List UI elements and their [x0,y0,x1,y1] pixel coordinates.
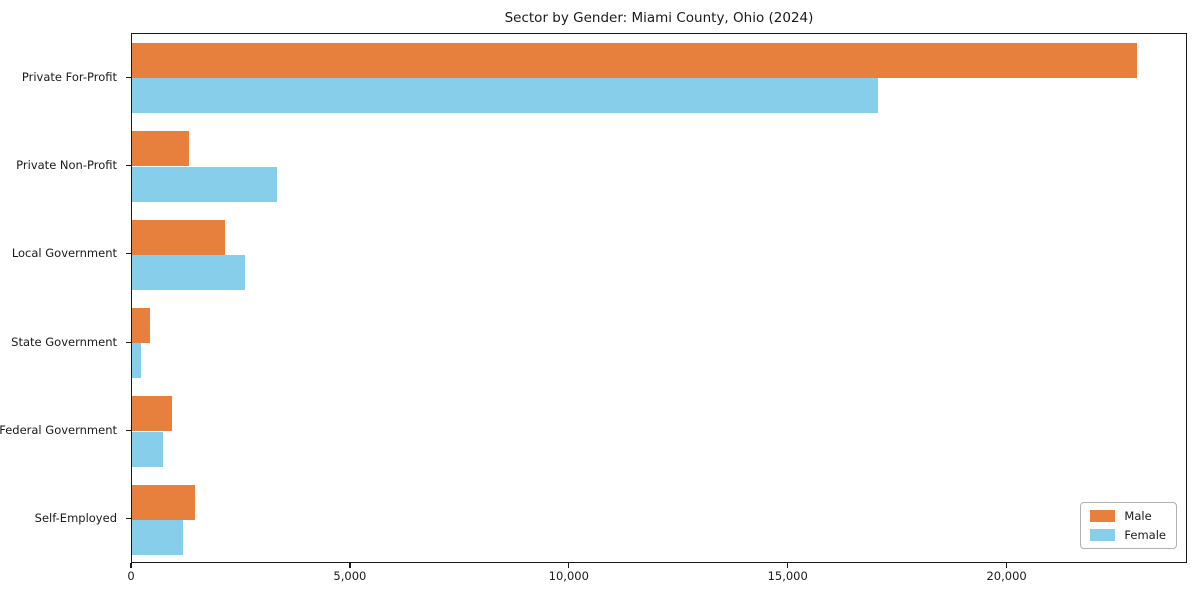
x-tick-mark [568,563,570,568]
y-tick-mark [126,253,131,255]
plot-area: Male Female [131,33,1187,563]
x-tick-label-5-000: 5,000 [333,569,367,583]
bar-female-self-employed [132,519,183,556]
x-tick-mark [349,563,351,568]
x-tick-mark [1005,563,1008,568]
bar-female-local-government [132,254,246,291]
chart-title: Sector by Gender: Miami County, Ohio (20… [504,10,814,26]
x-tick-mark [787,563,789,568]
bar-male-federal-government [132,396,172,432]
bar-male-self-employed [132,484,195,520]
legend-item-female: Female [1090,529,1166,541]
y-tick-mark [126,518,131,520]
legend-item-male: Male [1090,510,1166,522]
y-tick-mark [126,429,131,432]
legend-swatch-male [1090,510,1116,522]
y-tick-label-state-government: State Government [11,334,117,349]
x-tick-mark [130,563,132,568]
y-tick-label-local-government: Local Government [11,246,117,261]
y-tick-mark [126,341,131,343]
bar-male-state-government [132,307,150,344]
y-tick-mark [126,164,131,167]
y-tick-label-private-non-profit: Private Non-Profit [16,158,117,172]
bar-female-private-for-profit [132,78,879,114]
x-tick-label-0: 0 [127,569,135,583]
y-tick-label-federal-government: Federal Government [0,423,117,437]
bar-male-private-for-profit [132,42,1137,79]
bar-male-local-government [132,219,226,255]
legend-label-female: Female [1124,528,1166,542]
y-tick-label-private-for-profit: Private For-Profit [21,69,117,84]
y-tick-label-self-employed: Self-Employed [34,511,117,526]
bar-female-federal-government [132,431,164,467]
legend: Male Female [1080,502,1177,549]
legend-label-male: Male [1124,509,1152,523]
bar-male-private-non-profit [132,131,190,167]
x-tick-label-15-000: 15,000 [767,569,808,583]
y-axis-labels: Private For-Profit Private Non-Profit Loca… [0,33,124,563]
bar-female-private-non-profit [132,166,277,202]
legend-swatch-female [1090,529,1116,541]
bar-female-state-government [132,343,142,379]
y-tick-mark [126,76,131,78]
x-tick-label-10-000: 10,000 [548,569,589,583]
x-tick-label-20-000: 20,000 [986,569,1027,583]
